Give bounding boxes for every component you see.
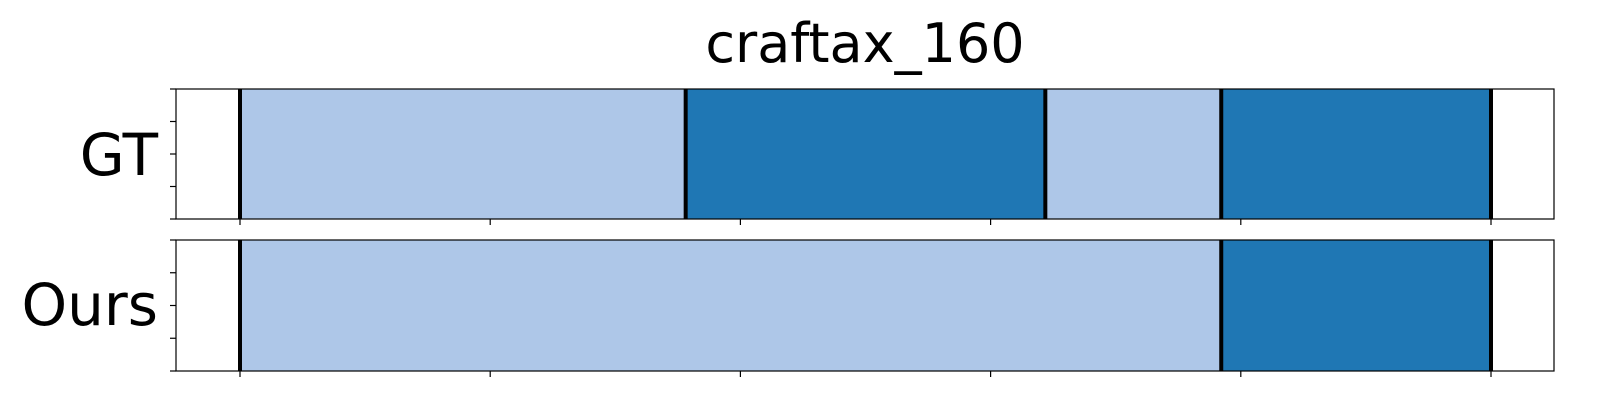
row-gt: GT (80, 88, 1555, 225)
segment-light (240, 89, 686, 219)
chart-title: craftax_160 (705, 12, 1024, 75)
segment-light (1045, 89, 1222, 219)
row-label: GT (80, 121, 159, 189)
rows-layer: GT Ours (22, 88, 1555, 377)
row-label: Ours (22, 271, 158, 339)
segment-dark (1221, 240, 1491, 371)
segment-light (240, 240, 1222, 371)
row-ours: Ours (22, 239, 1555, 377)
segment-dark (1221, 89, 1491, 219)
segment-dark (685, 89, 1046, 219)
